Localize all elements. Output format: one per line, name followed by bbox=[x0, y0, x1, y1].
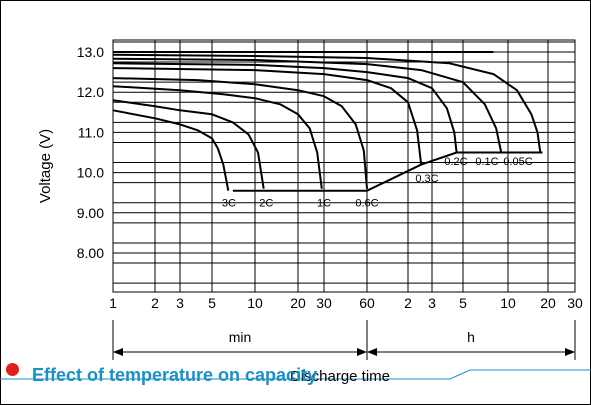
series-line-1C bbox=[112, 85, 323, 189]
y-tick-label: 13.0 bbox=[77, 44, 104, 60]
min-bracket-arrow bbox=[357, 348, 367, 356]
series-line-0.3C bbox=[112, 67, 423, 165]
series-line-3C bbox=[112, 109, 230, 191]
rate-label: 0.6C bbox=[355, 198, 378, 210]
x-axis-label: Discharge time bbox=[290, 368, 390, 385]
x-tick-label: 30 bbox=[567, 295, 583, 311]
x-tick-label: 3 bbox=[428, 295, 436, 311]
y-tick-label: 8.00 bbox=[77, 245, 104, 261]
rate-label: 0.1C bbox=[475, 156, 498, 168]
x-tick-label: 2 bbox=[404, 295, 412, 311]
rate-label: 1C bbox=[317, 198, 331, 210]
x-tick-label: 5 bbox=[459, 295, 467, 311]
y-tick-label: 9.00 bbox=[77, 205, 104, 221]
y-tick-label: 11.0 bbox=[78, 124, 104, 140]
series-line-2C bbox=[112, 99, 265, 189]
series-line-0.1C bbox=[112, 57, 503, 153]
rate-label: 3C bbox=[222, 198, 236, 210]
title-underline bbox=[0, 369, 591, 380]
x-tick-label: 30 bbox=[316, 295, 332, 311]
x-tick-label: 1 bbox=[109, 295, 117, 311]
y-tick-label: 12.0 bbox=[77, 84, 104, 100]
min-bracket-arrow bbox=[113, 348, 123, 356]
rate-label: 0.2C bbox=[444, 156, 467, 168]
plot-border bbox=[112, 39, 576, 293]
y-tick-label: 10.0 bbox=[77, 165, 104, 181]
axes bbox=[0, 39, 591, 380]
x-tick-label: 20 bbox=[540, 295, 556, 311]
rate-label: 0.3C bbox=[415, 173, 438, 185]
rate-label: 0.05C bbox=[503, 156, 532, 168]
rate-label: 2C bbox=[259, 198, 273, 210]
x-tick-label: 60 bbox=[359, 295, 375, 311]
x-tick-label: 10 bbox=[247, 295, 263, 311]
y-axis-label: Voltage (V) bbox=[37, 129, 54, 203]
h-bracket-arrow bbox=[565, 348, 575, 356]
x-tick-label: 3 bbox=[176, 295, 184, 311]
min-bracket-label: min bbox=[229, 329, 252, 345]
x-tick-label: 20 bbox=[290, 295, 306, 311]
series-line-0.2C bbox=[112, 62, 458, 153]
x-tick-label: 2 bbox=[151, 295, 159, 311]
h-bracket-arrow bbox=[367, 348, 377, 356]
series-line-0.05C bbox=[112, 53, 542, 153]
x-tick-label: 10 bbox=[500, 295, 516, 311]
h-bracket-label: h bbox=[467, 329, 475, 345]
series-lines bbox=[112, 51, 543, 192]
series-line-0.6C bbox=[112, 77, 368, 189]
x-tick-label: 5 bbox=[208, 295, 216, 311]
red-bullet-icon bbox=[6, 363, 19, 376]
section-title: Effect of temperature on capacity bbox=[32, 365, 318, 385]
